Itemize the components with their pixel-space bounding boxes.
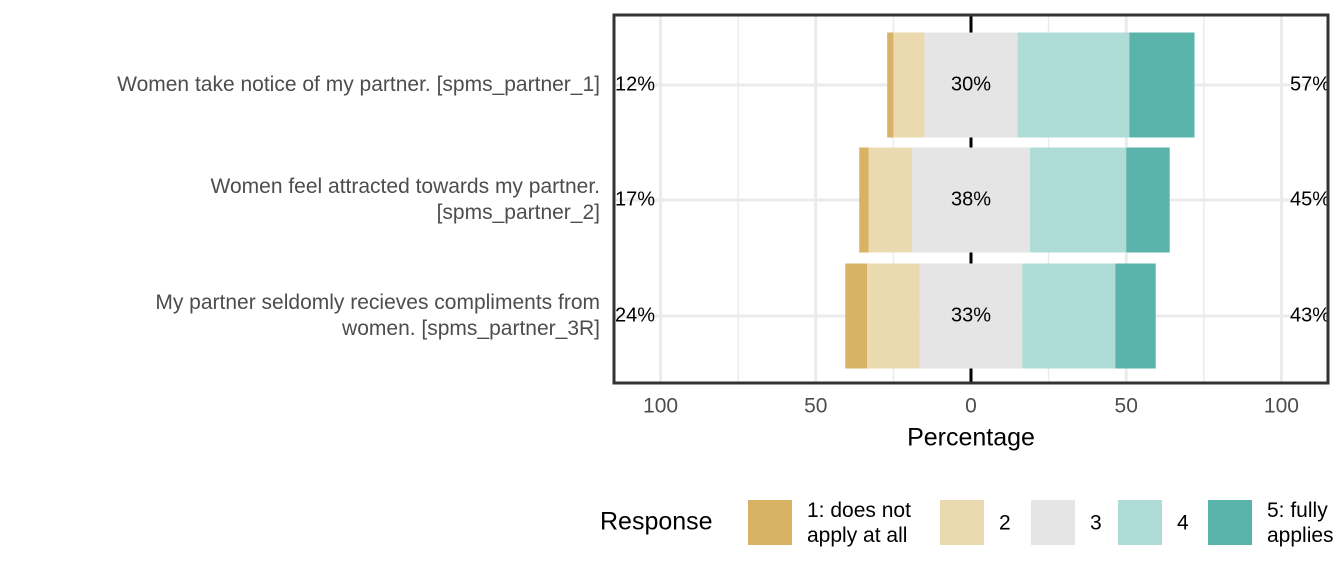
bar-segment: [887, 32, 894, 138]
bar-segment: [1029, 147, 1127, 253]
x-tick-label: 50: [804, 395, 827, 418]
legend-label: 3: [1090, 511, 1102, 535]
x-axis-title: Percentage: [907, 424, 1035, 452]
bar-segment: [924, 32, 1018, 138]
high-total-label: 43%: [1290, 304, 1330, 326]
bar-segment: [1022, 263, 1116, 369]
legend-title: Response: [600, 508, 713, 536]
category-label: Women take notice of my partner. [spms_p…: [117, 73, 600, 96]
bar-segment: [859, 147, 869, 253]
bar-segment: [845, 263, 868, 369]
x-tick-label: 0: [965, 395, 977, 418]
low-total-label: 17%: [615, 188, 655, 210]
bar-segment: [1017, 32, 1130, 138]
value-label: 38%: [951, 188, 991, 210]
x-tick-label: 100: [643, 395, 678, 418]
legend-key: [1118, 500, 1162, 545]
bar-segment: [1115, 263, 1156, 369]
legend-key: [940, 500, 984, 545]
bar-segment: [912, 147, 1030, 253]
low-total-label: 12%: [615, 73, 655, 95]
panel-border: [612, 13, 1330, 385]
legend-key: [1031, 500, 1075, 545]
legend-key: [1208, 500, 1252, 545]
category-label: Women feel attracted towards my partner.…: [210, 175, 600, 224]
x-tick-label: 50: [1115, 395, 1138, 418]
x-tick-label: 100: [1264, 395, 1299, 418]
value-label: 33%: [951, 304, 991, 326]
legend-label: 1: does not apply at all: [807, 499, 911, 547]
legend-key: [748, 500, 792, 545]
high-total-label: 57%: [1290, 73, 1330, 95]
bar-segment: [1129, 32, 1195, 138]
legend-label: 5: fully applies: [1267, 499, 1334, 547]
high-total-label: 45%: [1290, 188, 1330, 210]
bar-segment: [868, 147, 913, 253]
value-label: 30%: [951, 73, 991, 95]
low-total-label: 24%: [615, 304, 655, 326]
category-label: My partner seldomly recieves compliments…: [155, 291, 600, 340]
bar-segment: [893, 32, 925, 138]
legend-label: 4: [1177, 511, 1189, 535]
bar-segment: [1126, 147, 1170, 253]
bar-segment: [867, 263, 920, 369]
bar-segment: [919, 263, 1023, 369]
legend-label: 2: [999, 511, 1011, 535]
